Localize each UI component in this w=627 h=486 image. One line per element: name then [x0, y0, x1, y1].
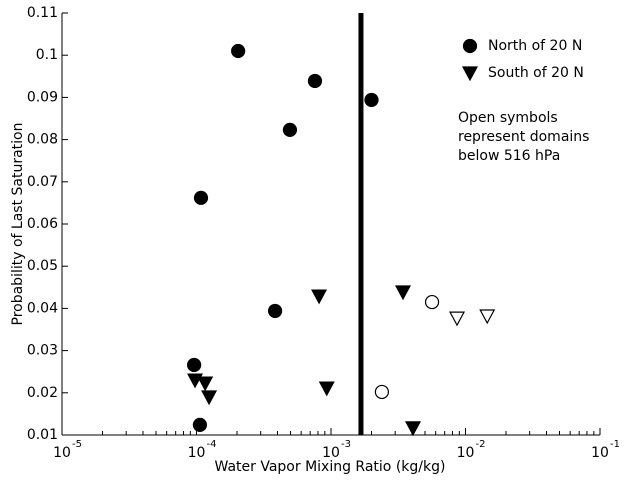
y-tick-label: 0.09	[27, 89, 58, 105]
data-point	[394, 285, 412, 301]
y-tick-label: 0.07	[27, 174, 58, 190]
y-tick-label: 0.05	[27, 258, 58, 274]
x-tick-label: 10	[457, 445, 475, 461]
x-tick-exponent: -5	[72, 439, 82, 450]
data-point	[231, 43, 246, 59]
y-tick-label: 0.01	[27, 427, 58, 443]
y-tick-label: 0.02	[27, 385, 58, 401]
x-tick-label: 10	[188, 445, 206, 461]
data-point	[267, 303, 283, 319]
annotation: below 516 hPa	[458, 148, 560, 164]
legend-marker	[461, 66, 479, 82]
data-point	[404, 421, 421, 437]
y-tick-label: 0.03	[27, 343, 58, 359]
legend-label: South of 20 N	[488, 65, 584, 81]
annotation: Open symbols	[458, 110, 558, 126]
data-point	[192, 417, 208, 432]
x-tick-exponent: -4	[207, 439, 217, 450]
y-tick-label: 0.11	[27, 5, 58, 21]
data-point	[449, 311, 466, 327]
y-axis-label: Probability of Last Saturation	[10, 123, 26, 326]
x-tick-exponent: -2	[476, 439, 486, 450]
data-point	[374, 384, 389, 400]
data-point	[318, 381, 335, 397]
data-point	[479, 309, 496, 325]
data-point	[187, 357, 202, 373]
x-tick-label: 10	[53, 445, 71, 461]
annotation: represent domains	[458, 129, 589, 145]
x-axis-label: Water Vapor Mixing Ratio (kg/kg)	[215, 459, 446, 475]
x-tick-exponent: -1	[610, 439, 620, 450]
legend-label: North of 20 N	[488, 38, 582, 54]
x-tick-label: 10	[591, 445, 609, 461]
y-tick-label: 0.04	[27, 300, 58, 316]
data-point	[307, 73, 323, 89]
data-point	[311, 289, 328, 305]
y-tick-label: 0.1	[36, 47, 58, 63]
data-point	[282, 122, 298, 137]
y-tick-label: 0.08	[27, 132, 58, 148]
legend-marker	[462, 38, 478, 54]
data-point	[201, 390, 218, 406]
data-point	[197, 376, 214, 392]
data-point	[364, 92, 379, 108]
x-tick-label: 10	[322, 445, 340, 461]
data-point	[424, 294, 440, 310]
y-tick-label: 0.06	[27, 216, 58, 232]
data-point	[193, 190, 209, 205]
x-tick-exponent: -3	[341, 439, 351, 450]
